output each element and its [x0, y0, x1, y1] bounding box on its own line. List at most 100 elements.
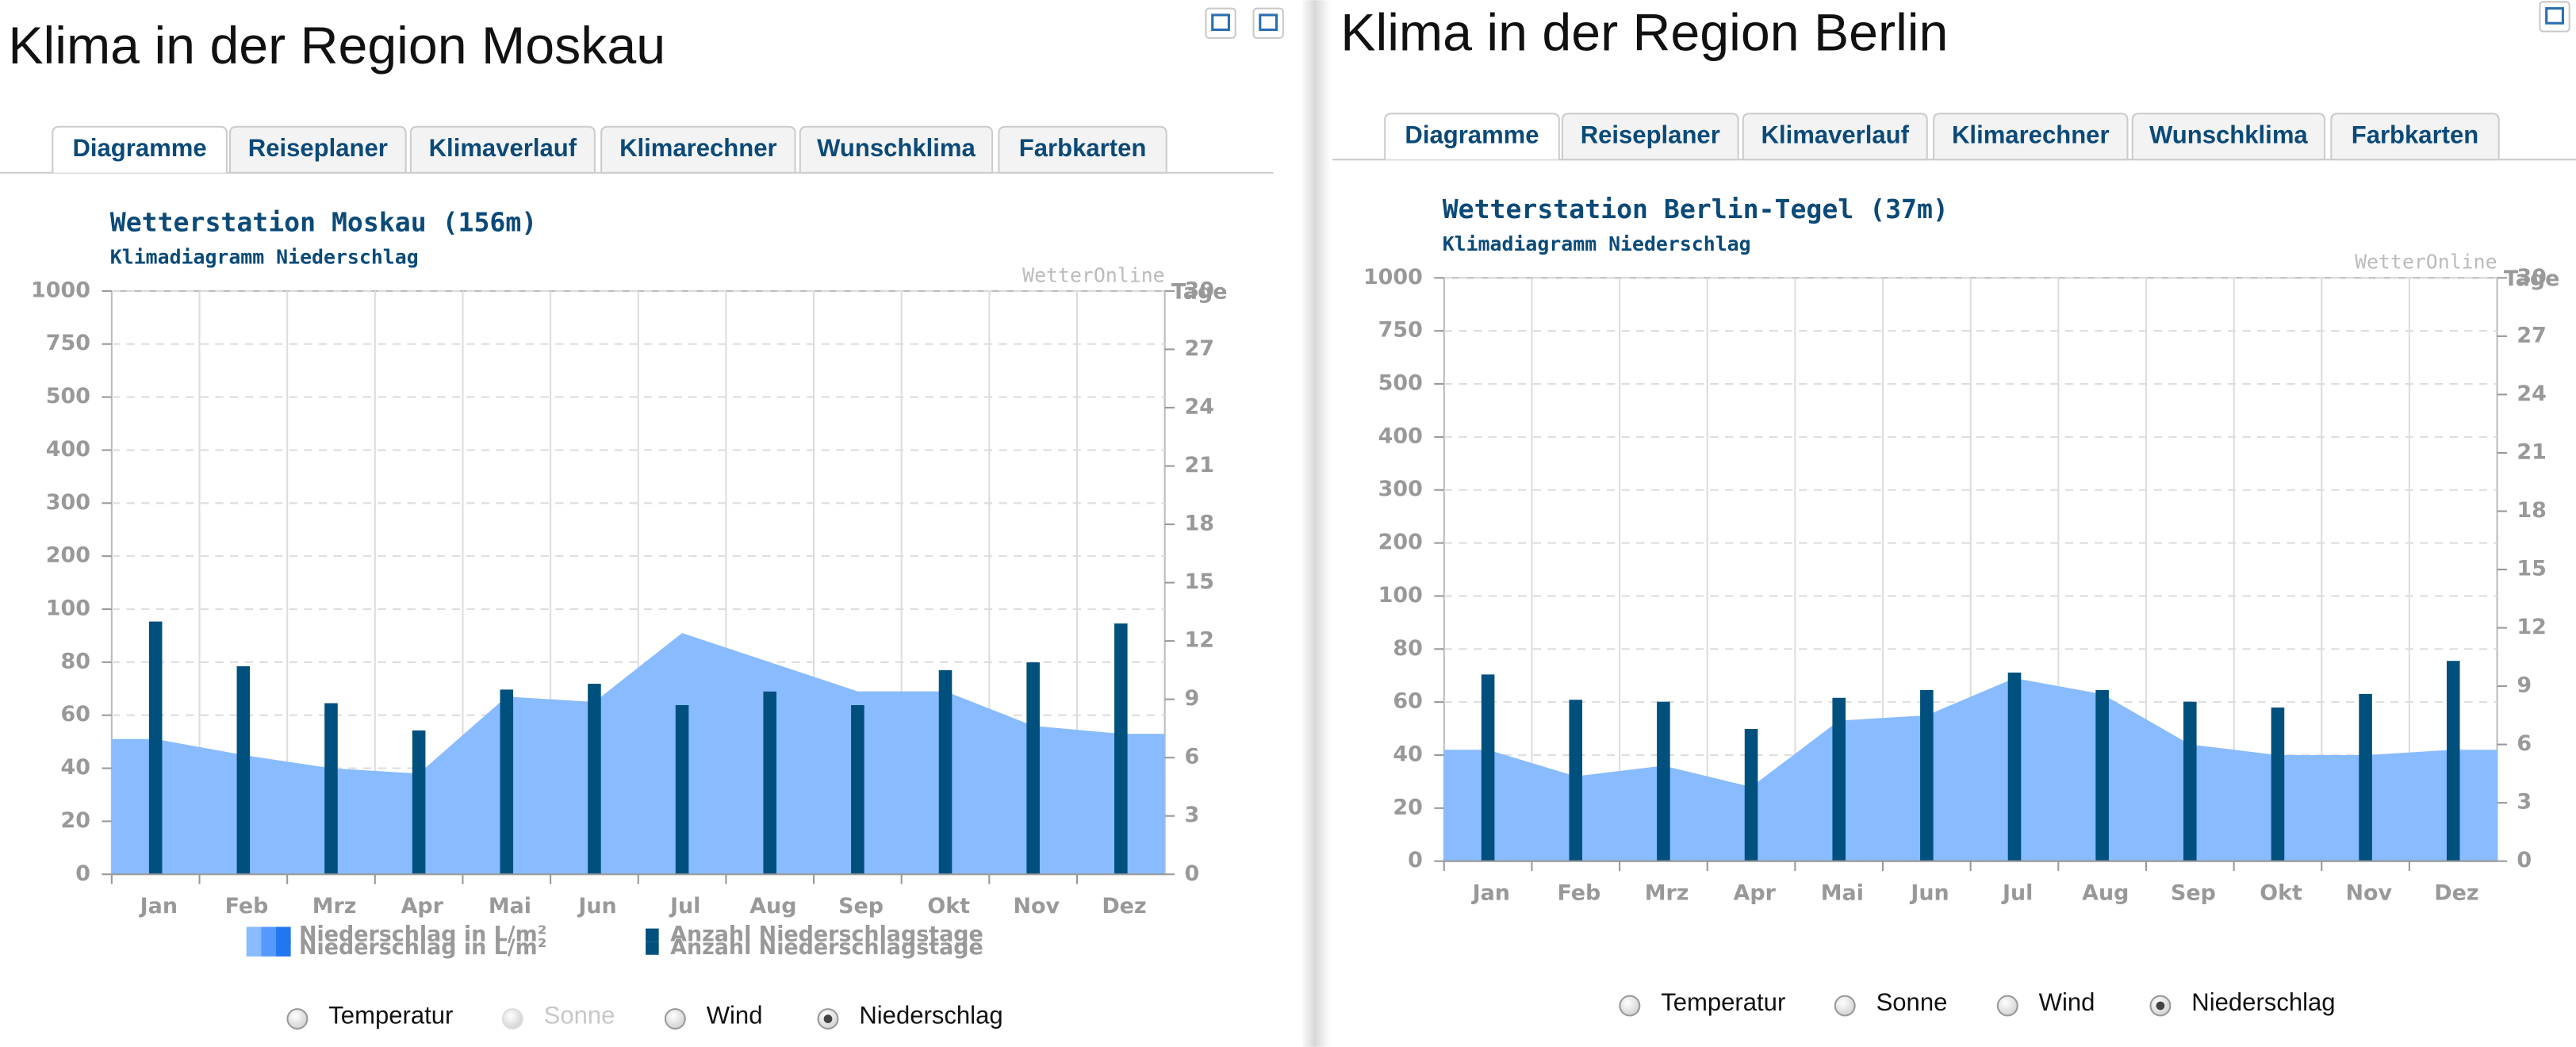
y-tick-label: 750 — [1378, 318, 1423, 343]
x-tick-label: Nov — [2345, 881, 2392, 906]
icon-button[interactable] — [1205, 7, 1236, 39]
icon-button[interactable] — [1252, 7, 1284, 39]
y-tick-label: 200 — [46, 543, 90, 568]
tab[interactable] — [998, 125, 1167, 174]
tab[interactable] — [409, 125, 596, 174]
radio-button[interactable] — [1619, 995, 1641, 1017]
chart-subtitle: Klimadiagramm Niederschlag — [110, 245, 419, 268]
radio-label: Niederschlag — [2191, 988, 2335, 1016]
y-tick-label: 1000 — [31, 278, 90, 302]
legend-label: Niederschlag in L/m² — [299, 922, 546, 946]
y2-tick-label: 18 — [2517, 498, 2546, 523]
radio-button[interactable] — [1996, 995, 2018, 1017]
radio-dot — [2156, 1001, 2165, 1011]
bar — [324, 703, 338, 875]
icon-glyph — [1259, 13, 1278, 32]
tab[interactable] — [1561, 113, 1739, 161]
y-tick-label: 20 — [60, 808, 90, 833]
y2-tick-label: 9 — [1185, 686, 1200, 711]
bar — [938, 669, 953, 875]
x-tick-label: Apr — [1734, 881, 1777, 906]
legend-swatch — [261, 926, 276, 944]
x-tick-label: Jan — [1471, 881, 1510, 906]
tab[interactable] — [600, 125, 796, 174]
tab-label: Klimarechner — [619, 134, 777, 162]
x-tick-label: Mrz — [1645, 881, 1689, 906]
radio-button[interactable] — [664, 1008, 686, 1030]
region-title: Klima in der Region Berlin — [1340, 3, 1948, 62]
bar — [500, 689, 514, 875]
radio-label: Wind — [2039, 988, 2095, 1016]
y2-tick-label: 24 — [2517, 382, 2546, 406]
station-title: Wetterstation Moskau (156m) — [110, 206, 537, 237]
y-tick-label: 750 — [46, 331, 90, 355]
bar — [1657, 701, 1670, 861]
tab-label: Diagramme — [1405, 121, 1539, 148]
bar — [2183, 701, 2197, 861]
radio-label: Wind — [707, 1002, 763, 1030]
icon-button[interactable] — [2539, 1, 2570, 33]
tab[interactable] — [1742, 113, 1928, 161]
y2-tick-label: 27 — [1185, 336, 1214, 361]
region-title: Klima in der Region Moskau — [8, 17, 665, 75]
bar — [1920, 689, 1934, 861]
precipitation-area — [1488, 678, 2454, 861]
radio-button[interactable] — [1834, 995, 1856, 1017]
area-edge — [2453, 750, 2497, 861]
radio-label: Temperatur — [328, 1002, 453, 1030]
y-tick-label: 40 — [1393, 742, 1422, 766]
y2-tick-label: 27 — [2517, 323, 2546, 347]
tab-label: Klimaverlauf — [429, 134, 577, 162]
y-tick-label: 400 — [1378, 424, 1423, 448]
tab-label: Wunschklima — [2149, 121, 2308, 148]
radio-dot — [823, 1014, 833, 1023]
x-tick-label: Okt — [2260, 881, 2302, 906]
area-edge — [111, 738, 156, 875]
y2-axis-label: Tage — [1171, 279, 1228, 304]
bar — [412, 730, 426, 875]
panel-divider — [1301, 0, 1331, 1047]
y2-tick-label: 18 — [1185, 512, 1214, 536]
y2-tick-label: 30 — [2517, 265, 2546, 290]
y2-axis-label: Tage — [2504, 267, 2560, 291]
legend-swatch — [246, 940, 262, 957]
x-tick-label: Dez — [1102, 894, 1146, 919]
tab[interactable] — [228, 125, 407, 174]
y-tick-label: 500 — [1378, 371, 1423, 396]
tab[interactable] — [1384, 113, 1560, 160]
x-tick-label: Feb — [1557, 881, 1600, 906]
bar — [851, 704, 864, 875]
bar — [2446, 661, 2460, 861]
bar — [2271, 708, 2285, 861]
tab[interactable] — [2131, 113, 2326, 161]
tab[interactable] — [799, 125, 994, 174]
y-tick-label: 200 — [1378, 530, 1423, 554]
y-tick-label: 80 — [1393, 636, 1422, 661]
y2-tick-label: 30 — [1185, 278, 1214, 302]
y-tick-label: 300 — [46, 490, 90, 515]
y2-tick-label: 6 — [1185, 745, 1200, 769]
y2-tick-label: 3 — [2517, 790, 2532, 815]
y2-tick-label: 21 — [1185, 453, 1214, 477]
radio-button[interactable] — [286, 1008, 309, 1030]
x-tick-label: Jan — [139, 894, 178, 919]
x-tick-label: Jun — [1909, 881, 1949, 906]
x-tick-label: Sep — [2171, 881, 2216, 906]
tab-label: Farbkarten — [2352, 121, 2479, 148]
bar — [1569, 700, 1583, 861]
y-tick-label: 0 — [75, 861, 90, 886]
legend-swatch — [646, 928, 659, 942]
tab[interactable] — [1933, 113, 2129, 161]
y2-tick-label: 21 — [2517, 439, 2546, 464]
y-tick-label: 1000 — [1363, 265, 1423, 290]
radio-label: Niederschlag — [859, 1002, 1002, 1030]
tab[interactable] — [2330, 113, 2500, 161]
bar — [588, 684, 601, 875]
tab[interactable] — [52, 125, 228, 173]
bar — [2095, 689, 2109, 861]
tab-label: Klimarechner — [1952, 121, 2110, 148]
x-tick-label: Mai — [1821, 881, 1864, 906]
x-tick-label: Feb — [225, 894, 269, 919]
tab-label: Wunschklima — [817, 134, 976, 162]
